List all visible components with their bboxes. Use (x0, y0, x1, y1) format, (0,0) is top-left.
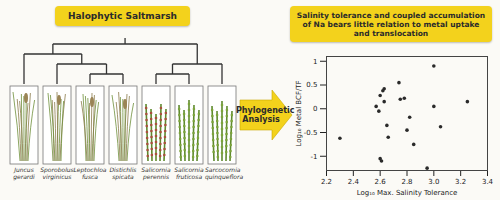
svg-text:-0.5: -0.5 (304, 129, 318, 137)
svg-text:-1: -1 (311, 152, 318, 160)
svg-text:2.4: 2.4 (348, 178, 360, 186)
svg-text:3.4: 3.4 (482, 178, 494, 186)
html-text:Sporobolus virginicus: Sporobolus virginicus (40, 166, 74, 180)
svg-text:2.2: 2.2 (321, 178, 332, 186)
html-text:Phylogenetic Analysis: Phylogenetic Analysis (236, 106, 295, 124)
svg-text:1: 1 (313, 57, 317, 65)
svg-text:3.0: 3.0 (428, 178, 439, 186)
html-text:Halophytic Saltmarsh: Halophytic Saltmarsh (68, 11, 177, 21)
html-text:Sarcocornia quinqueflora: Sarcocornia quinqueflora (205, 166, 244, 180)
html-text:Distichlis spicata: Distichlis spicata (109, 166, 137, 180)
svg-text:Log₁₀ Max. Salinity Tolerance: Log₁₀ Max. Salinity Tolerance (357, 189, 458, 197)
html-text:Salinity tolerance and coupled: Salinity tolerance and coupled accumulat… (296, 10, 486, 38)
svg-text:0.5: 0.5 (306, 81, 317, 89)
svg-text:2.6: 2.6 (375, 178, 387, 186)
html-text:Juncus gerardi: Juncus gerardi (13, 166, 35, 180)
html-text:Salicornia fruticosa: Salicornia fruticosa (174, 166, 204, 180)
html-text:Salicornia perennis: Salicornia perennis (141, 166, 171, 180)
svg-text:3.2: 3.2 (455, 178, 466, 186)
svg-text:0: 0 (313, 105, 317, 113)
html-text:Leptochloa fusca: Leptochloa fusca (73, 166, 107, 180)
svg-text:2.8: 2.8 (401, 178, 412, 186)
svg-text:Log₁₀ Metal BCF/TF: Log₁₀ Metal BCF/TF (295, 80, 303, 146)
